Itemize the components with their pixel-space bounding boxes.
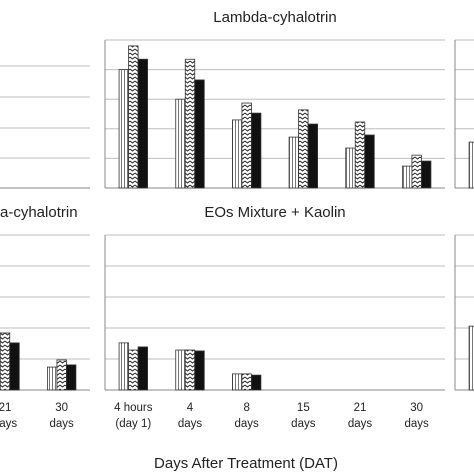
bar bbox=[137, 346, 148, 391]
x-axis-title: Days After Treatment (DAT) bbox=[154, 455, 338, 472]
bar bbox=[194, 79, 205, 189]
x-tick-label: 30 days bbox=[405, 402, 430, 430]
chart-title: Lambda-cyhalotrin bbox=[213, 9, 336, 26]
bar bbox=[288, 136, 299, 189]
bar bbox=[66, 364, 77, 391]
chart-title: EOs Mixture + Kaolin bbox=[204, 204, 345, 221]
bar bbox=[298, 109, 309, 189]
x-tick-label: 4 days bbox=[178, 402, 203, 430]
x-tick-label: 15 days bbox=[291, 402, 316, 430]
bar bbox=[232, 119, 243, 189]
bar bbox=[307, 123, 318, 189]
bar bbox=[194, 350, 205, 391]
cropped-panel bbox=[0, 65, 90, 189]
bar bbox=[345, 147, 356, 189]
bar bbox=[251, 112, 262, 189]
bar bbox=[9, 342, 20, 391]
bar bbox=[411, 154, 422, 189]
bar bbox=[128, 349, 139, 391]
bar bbox=[232, 373, 243, 391]
x-tick-label: 30 days bbox=[50, 402, 75, 430]
x-tick-label: 4 hours (day 1) bbox=[114, 402, 153, 430]
bar bbox=[354, 121, 366, 189]
bar bbox=[241, 102, 252, 189]
bar bbox=[175, 98, 186, 189]
bar bbox=[47, 366, 58, 391]
bar bbox=[184, 349, 196, 391]
bar bbox=[118, 342, 129, 391]
x-tick-label: 8 days bbox=[235, 402, 260, 430]
bar bbox=[137, 58, 148, 189]
bar bbox=[251, 374, 262, 391]
bar bbox=[128, 45, 139, 189]
bar bbox=[184, 58, 196, 189]
bar bbox=[175, 349, 186, 391]
bar bbox=[241, 373, 252, 391]
bar bbox=[56, 359, 67, 391]
bar bbox=[364, 134, 375, 189]
chart-title: a-cyhalotrin bbox=[0, 204, 78, 221]
bar bbox=[118, 69, 129, 189]
bar bbox=[0, 332, 11, 391]
bar bbox=[468, 141, 474, 189]
bar bbox=[468, 325, 474, 391]
bar bbox=[421, 160, 432, 189]
bar bbox=[402, 165, 413, 189]
